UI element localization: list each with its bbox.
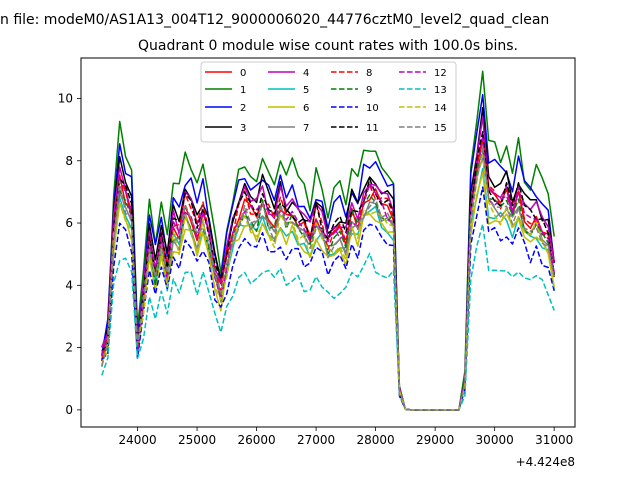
legend-label: 3 [240, 123, 246, 134]
x-tick-label: 30000 [476, 433, 514, 447]
legend-entry-11: 11 [331, 123, 379, 134]
series-line-4 [101, 116, 555, 411]
series-line-12 [101, 137, 555, 411]
legend-label: 12 [434, 68, 447, 79]
legend-entry-6: 6 [268, 103, 309, 114]
legend-entry-10: 10 [331, 103, 379, 114]
y-tick-label: 6 [65, 216, 73, 230]
legend-label: 11 [366, 123, 379, 134]
legend-entry-5: 5 [268, 85, 309, 96]
y-tick-label: 0 [65, 403, 73, 417]
legend-label: 7 [303, 123, 309, 134]
plot-area-frame [80, 57, 576, 428]
y-tick-label: 4 [65, 278, 73, 292]
legend-label: 4 [303, 68, 309, 79]
series-layer [101, 70, 555, 411]
legend-entry-14: 14 [399, 103, 447, 114]
x-tick-label: 26000 [237, 433, 275, 447]
legend-entry-4: 4 [268, 68, 309, 79]
series-line-8 [101, 137, 555, 411]
legend-box [200, 61, 457, 143]
legend-entry-15: 15 [399, 123, 447, 134]
legend-entry-13: 13 [399, 85, 447, 96]
chart-title: Quadrant 0 module wise count rates with … [138, 38, 518, 54]
legend-label: 1 [240, 85, 246, 96]
y-tick-label: 8 [65, 154, 73, 168]
legend-label: 15 [434, 123, 447, 134]
legend-entry-1: 1 [205, 85, 246, 96]
series-line-1 [101, 70, 555, 411]
axis-ticks: 24000 25000 26000 27000 28000 29000 30000 31000… [58, 91, 574, 447]
y-tick-label: 2 [65, 341, 73, 355]
series-line-13 [101, 223, 555, 411]
legend-label: 0 [240, 68, 246, 79]
legend-entry-2: 2 [205, 103, 246, 114]
legend-label: 8 [366, 68, 372, 79]
x-axis-offset-label: +4.424e8 [516, 455, 575, 469]
legend-entry-7: 7 [268, 123, 309, 134]
legend-entry-9: 9 [331, 85, 372, 96]
legend-entry-0: 0 [205, 68, 246, 79]
legend-label: 6 [303, 103, 309, 114]
figure-suptitle: n file: modeM0/AS1A13_004T12_9000006020_… [0, 12, 549, 28]
legend-label: 9 [366, 85, 372, 96]
series-line-10 [101, 186, 555, 411]
series-line-11 [101, 131, 555, 411]
x-tick-label: 28000 [357, 433, 395, 447]
x-tick-label: 31000 [535, 433, 573, 447]
series-line-2 [101, 94, 555, 411]
legend-entry-12: 12 [399, 68, 447, 79]
x-tick-label: 25000 [178, 433, 216, 447]
x-tick-label: 29000 [416, 433, 454, 447]
x-tick-label: 24000 [118, 433, 156, 447]
x-tick-label: 27000 [297, 433, 335, 447]
series-line-15 [101, 145, 555, 411]
y-tick-label: 10 [58, 91, 73, 105]
legend-label: 5 [303, 85, 309, 96]
legend-label: 14 [434, 103, 447, 114]
legend-label: 10 [366, 103, 379, 114]
legend-entry-8: 8 [331, 68, 372, 79]
legend-label: 13 [434, 85, 447, 96]
legend-entry-3: 3 [205, 123, 246, 134]
legend-label: 2 [240, 103, 246, 114]
